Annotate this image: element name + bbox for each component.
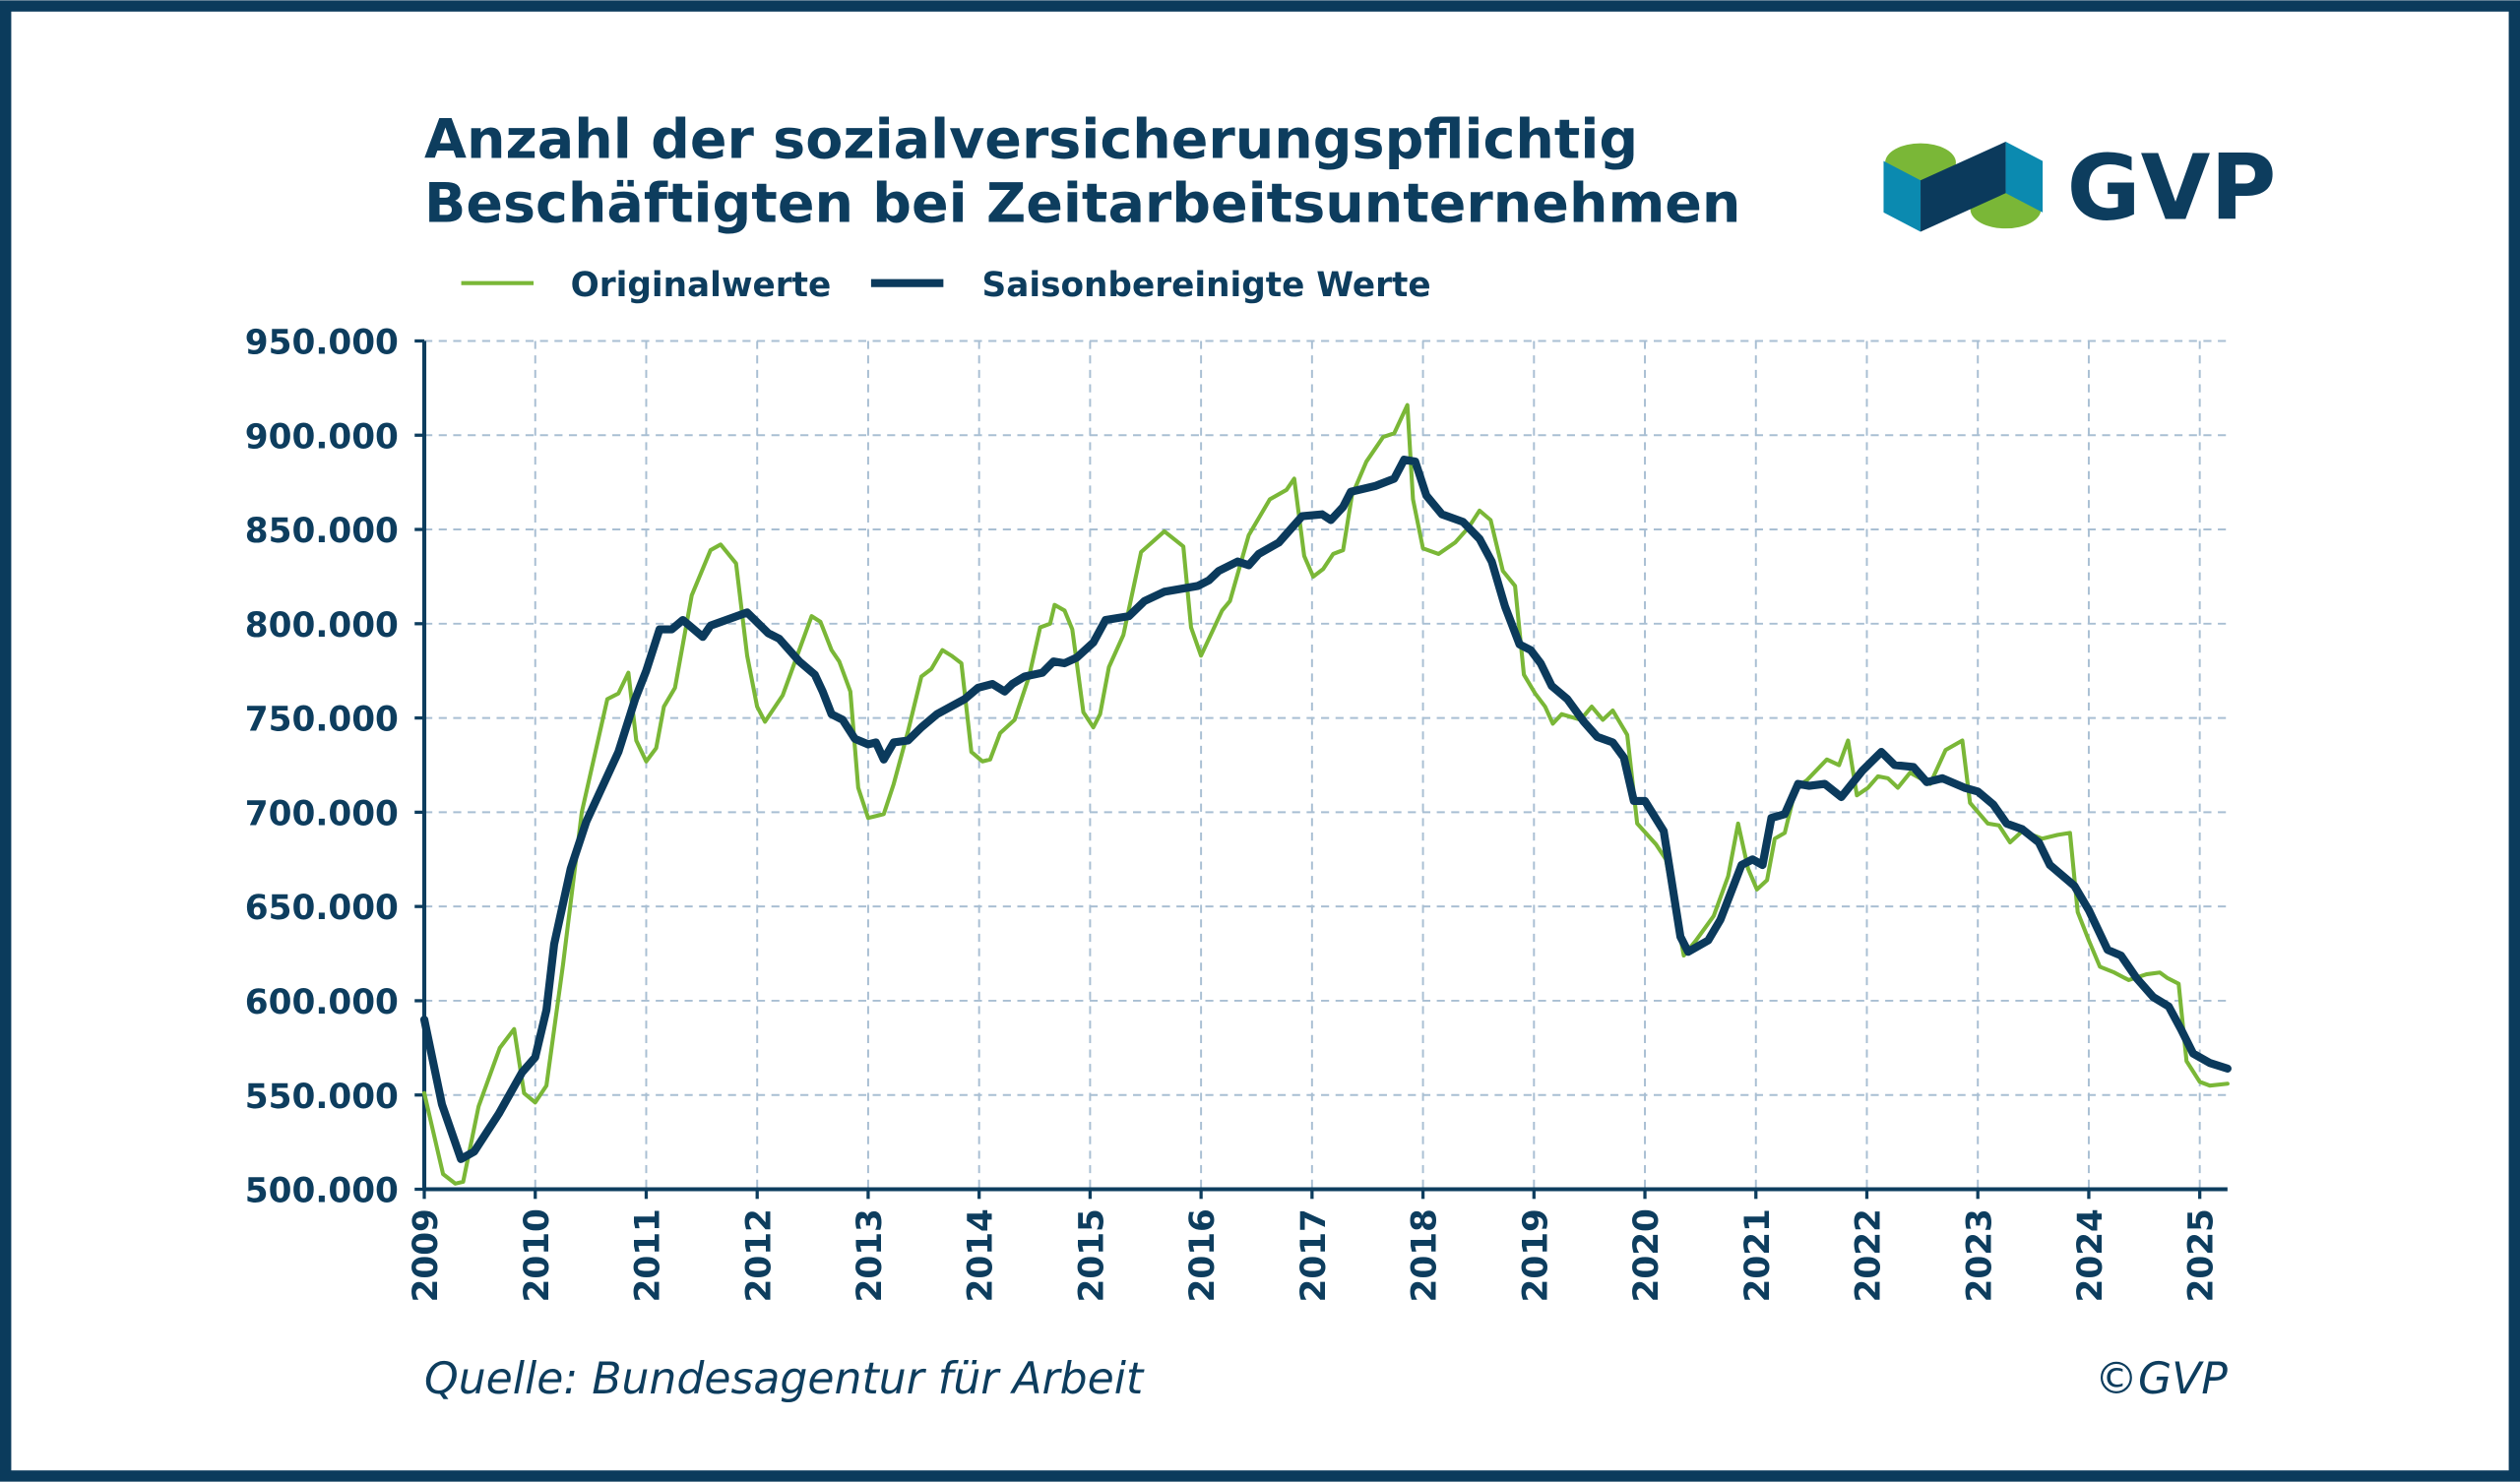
x-tick-label: 2023 — [1960, 1208, 1999, 1302]
y-tick-label: 800.000 — [245, 606, 399, 646]
x-tick-label: 2012 — [739, 1208, 779, 1302]
x-tick-label: 2014 — [962, 1208, 1001, 1302]
legend: Originalwerte Saisonbereinigte Werte — [461, 266, 1431, 305]
x-tick-label: 2020 — [1627, 1208, 1667, 1302]
series-line — [421, 402, 2230, 1186]
logo-face — [2005, 142, 2044, 213]
x-tick-label: 2024 — [2071, 1208, 2110, 1302]
logo-face — [1883, 160, 1922, 232]
x-tick-label: 2021 — [1738, 1208, 1778, 1302]
chart-title-line: Anzahl der sozialversicherungspflichtig — [424, 107, 1638, 171]
x-tick-label: 2015 — [1072, 1208, 1111, 1302]
logo-text: GVP — [2067, 135, 2277, 240]
x-tick-label: 2011 — [629, 1208, 668, 1302]
logo: GVP — [1883, 135, 2276, 240]
x-tick-label: 2019 — [1516, 1208, 1555, 1302]
y-tick-label: 700.000 — [245, 794, 399, 834]
y-tick-label: 650.000 — [245, 889, 399, 928]
y-tick-label: 750.000 — [245, 701, 399, 740]
chart-title-line: Beschäftigten bei Zeitarbeitsunternehmen — [424, 172, 1740, 236]
legend-label: Originalwerte — [571, 266, 832, 305]
copyright: ©GVP — [2095, 1354, 2228, 1404]
logo-face — [1921, 142, 2006, 232]
x-tick-label: 2009 — [407, 1208, 446, 1302]
y-tick-label: 850.000 — [245, 512, 399, 551]
x-tick-label: 2010 — [518, 1208, 557, 1302]
x-tick-label: 2025 — [2182, 1208, 2222, 1302]
y-tick-label: 550.000 — [245, 1078, 399, 1117]
y-tick-label: 900.000 — [245, 417, 399, 457]
x-tick-label: 2016 — [1183, 1208, 1223, 1302]
y-tick-label: 600.000 — [245, 983, 399, 1022]
legend-label: Saisonbereinigte Werte — [982, 266, 1431, 305]
y-tick-label: 500.000 — [245, 1172, 399, 1211]
x-tick-label: 2022 — [1850, 1208, 1889, 1302]
x-tick-label: 2018 — [1406, 1208, 1445, 1302]
x-tick-label: 2017 — [1294, 1208, 1334, 1302]
source: Quelle: Bundesagentur für Arbeit — [424, 1354, 1145, 1404]
x-tick-label: 2013 — [850, 1208, 890, 1302]
series-line — [419, 456, 2232, 1163]
y-tick-label: 950.000 — [245, 324, 399, 363]
